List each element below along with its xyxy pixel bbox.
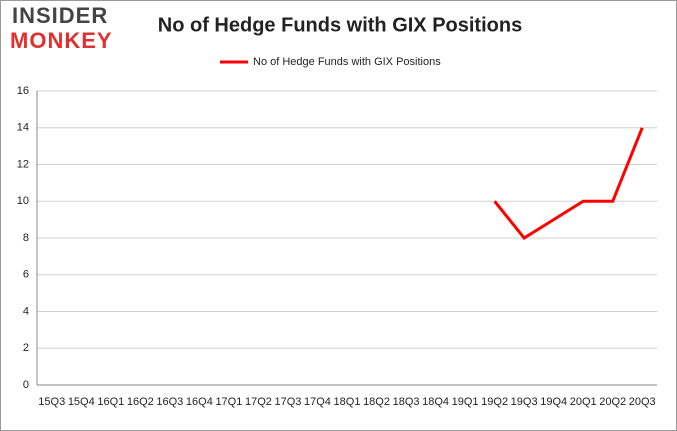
y-tick-label: 8 <box>23 232 29 244</box>
x-tick-label: 19Q2 <box>481 396 508 408</box>
x-tick-label: 17Q2 <box>245 396 272 408</box>
x-tick-label: 18Q3 <box>393 396 420 408</box>
legend: No of Hedge Funds with GIX Positions <box>220 56 441 68</box>
logo-top: INSIDER <box>12 3 108 28</box>
y-tick-label: 16 <box>17 85 29 97</box>
y-tick-label: 10 <box>17 195 29 207</box>
x-tick-label: 20Q1 <box>570 396 597 408</box>
logo-bottom: MONKEY <box>10 28 113 53</box>
x-tick-label: 18Q2 <box>363 396 390 408</box>
y-tick-label: 4 <box>23 305 29 317</box>
x-tick-label: 15Q4 <box>68 396 95 408</box>
x-tick-label: 18Q4 <box>422 396 449 408</box>
x-tick-label: 16Q1 <box>97 396 124 408</box>
x-tick-label: 20Q2 <box>599 396 626 408</box>
x-tick-label: 18Q1 <box>334 396 361 408</box>
x-tick-label: 16Q3 <box>156 396 183 408</box>
x-tick-label: 20Q3 <box>629 396 656 408</box>
y-tick-label: 12 <box>17 158 29 170</box>
x-tick-label: 19Q3 <box>511 396 538 408</box>
x-tick-label: 16Q2 <box>127 396 154 408</box>
legend-label: No of Hedge Funds with GIX Positions <box>253 56 441 68</box>
x-tick-label: 16Q4 <box>186 396 213 408</box>
chart-title: No of Hedge Funds with GIX Positions <box>158 14 522 36</box>
y-tick-label: 2 <box>23 342 29 354</box>
line-series <box>493 127 644 240</box>
x-tick-label: 19Q4 <box>540 396 567 408</box>
x-tick-label: 17Q3 <box>274 396 301 408</box>
x-tick-label: 15Q3 <box>38 396 65 408</box>
y-tick-label: 6 <box>23 269 29 281</box>
x-tick-label: 17Q1 <box>215 396 242 408</box>
y-tick-label: 14 <box>17 122 29 134</box>
y-tick-label: 0 <box>23 379 29 391</box>
x-tick-label: 19Q1 <box>452 396 479 408</box>
x-tick-label: 17Q4 <box>304 396 331 408</box>
